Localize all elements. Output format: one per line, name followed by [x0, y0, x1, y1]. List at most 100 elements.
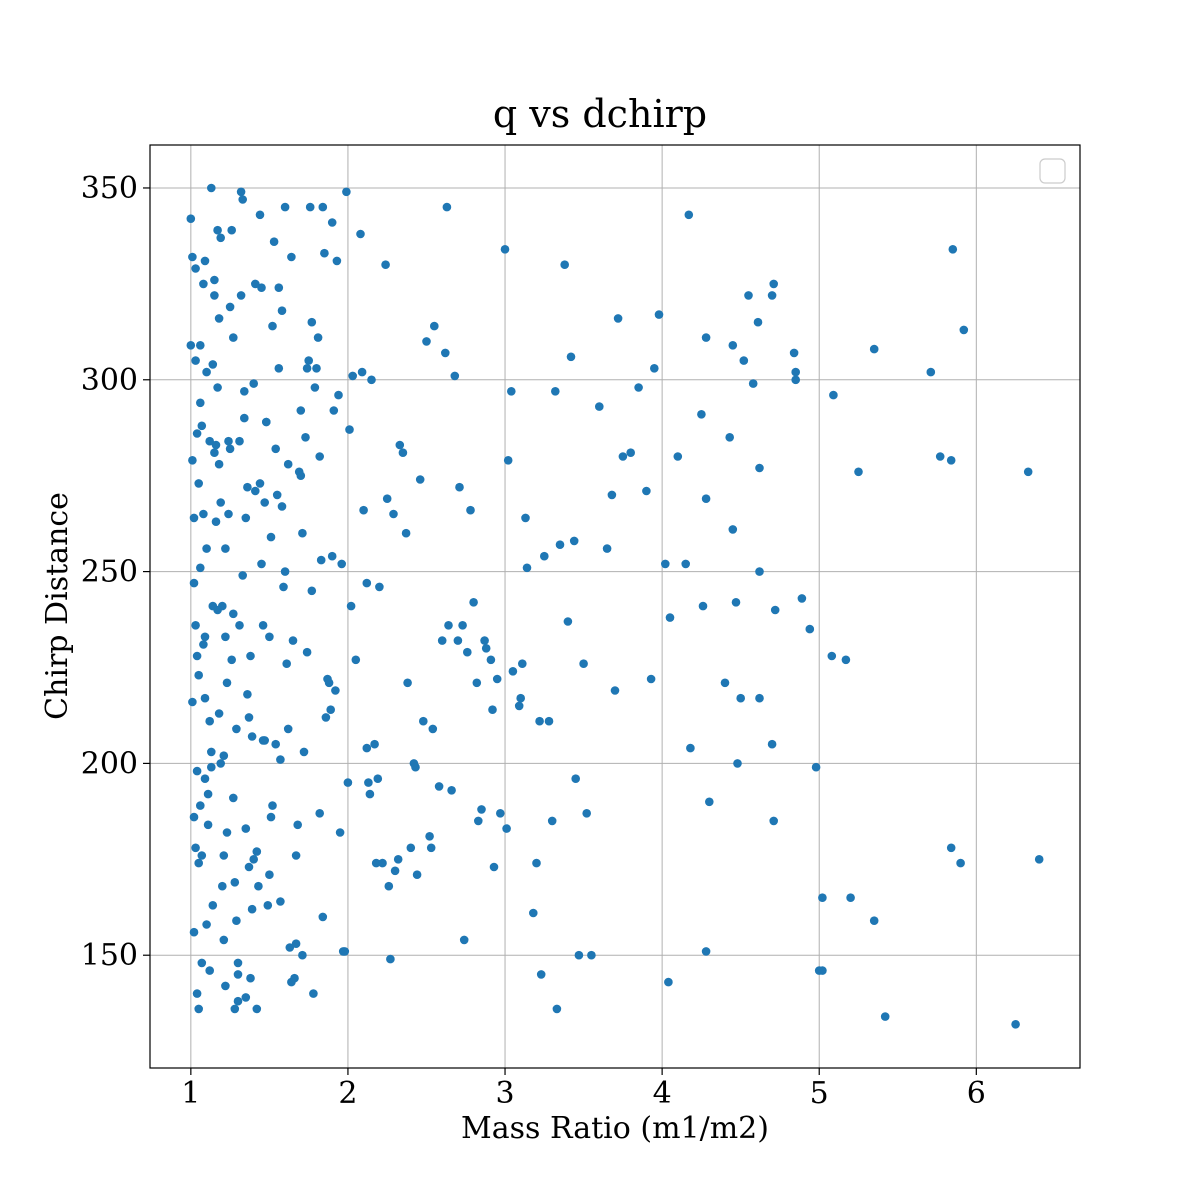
- data-point: [240, 413, 249, 423]
- data-point: [287, 252, 296, 262]
- data-point: [233, 970, 243, 979]
- data-point: [428, 724, 438, 734]
- data-point: [214, 709, 224, 718]
- data-point: [946, 843, 956, 853]
- data-point: [412, 870, 422, 879]
- data-point: [458, 621, 467, 630]
- data-point: [194, 670, 203, 680]
- data-point: [331, 686, 340, 695]
- data-point: [277, 306, 287, 316]
- data-point: [251, 279, 260, 289]
- data-point: [252, 1004, 262, 1014]
- data-point: [791, 367, 800, 377]
- data-point: [642, 486, 651, 496]
- data-point: [389, 509, 398, 519]
- x-tick-label: 4: [653, 1076, 672, 1111]
- data-point: [869, 916, 879, 925]
- data-point: [232, 916, 241, 925]
- data-point: [522, 563, 532, 573]
- data-point: [365, 789, 375, 799]
- data-point: [269, 237, 279, 246]
- data-point: [338, 947, 348, 956]
- data-point: [453, 636, 463, 645]
- data-point: [207, 747, 216, 757]
- data-point: [188, 252, 197, 262]
- data-point: [263, 901, 273, 910]
- data-point: [194, 479, 203, 488]
- data-point: [1034, 855, 1044, 864]
- data-point: [207, 762, 216, 772]
- data-point: [547, 816, 557, 826]
- data-point: [221, 981, 230, 991]
- data-point: [1023, 467, 1033, 477]
- data-point: [216, 233, 225, 243]
- data-point: [197, 958, 207, 968]
- data-point: [514, 701, 524, 711]
- data-point: [230, 878, 240, 887]
- data-point: [202, 367, 211, 377]
- data-point: [315, 452, 325, 461]
- data-point: [327, 551, 337, 561]
- data-point: [359, 505, 368, 515]
- data-point: [202, 920, 211, 929]
- data-point: [218, 881, 227, 891]
- data-point: [272, 490, 282, 500]
- data-point: [219, 935, 229, 945]
- data-point: [200, 632, 210, 642]
- data-point: [544, 716, 554, 726]
- data-point: [334, 390, 343, 400]
- data-point: [571, 774, 580, 783]
- data-point: [258, 736, 268, 745]
- data-point: [450, 371, 460, 381]
- data-point: [430, 321, 439, 331]
- data-point: [646, 674, 656, 684]
- data-point: [613, 314, 623, 323]
- data-point: [202, 544, 211, 553]
- data-point: [296, 406, 306, 415]
- plot-frame: [149, 144, 1081, 1069]
- data-point: [805, 624, 815, 634]
- data-point: [335, 828, 345, 837]
- data-point: [327, 218, 337, 227]
- data-point: [926, 367, 936, 377]
- data-point: [238, 571, 247, 580]
- data-point: [673, 452, 683, 461]
- data-point: [188, 697, 197, 707]
- data-point: [411, 762, 420, 772]
- data-point: [271, 739, 281, 749]
- data-point: [492, 674, 502, 684]
- x-axis-label: Mass Ratio (m1/m2): [461, 1111, 769, 1146]
- data-point: [189, 513, 199, 523]
- data-point: [210, 448, 219, 458]
- data-point: [302, 364, 312, 373]
- data-point: [345, 425, 354, 434]
- data-point: [395, 440, 405, 450]
- data-point: [257, 559, 266, 569]
- data-point: [755, 693, 764, 703]
- data-point: [356, 229, 365, 239]
- data-point: [214, 459, 224, 469]
- data-point: [232, 724, 241, 734]
- data-point: [733, 759, 742, 768]
- data-point: [258, 621, 268, 630]
- data-point: [230, 1004, 240, 1014]
- data-point: [502, 824, 511, 833]
- data-point: [384, 881, 394, 891]
- data-point: [214, 314, 224, 323]
- data-point: [192, 766, 202, 776]
- data-point: [378, 858, 387, 868]
- data-point: [268, 801, 277, 810]
- data-point: [321, 713, 331, 722]
- y-tick-label: 300: [81, 363, 138, 398]
- data-point: [247, 904, 257, 914]
- data-point: [753, 317, 763, 327]
- data-point: [315, 809, 325, 818]
- data-point: [309, 989, 318, 998]
- data-point: [283, 459, 293, 469]
- data-point: [188, 456, 197, 465]
- data-point: [318, 202, 328, 212]
- data-point: [555, 540, 565, 549]
- data-point: [276, 755, 285, 764]
- data-point: [579, 659, 588, 668]
- data-point: [260, 498, 270, 507]
